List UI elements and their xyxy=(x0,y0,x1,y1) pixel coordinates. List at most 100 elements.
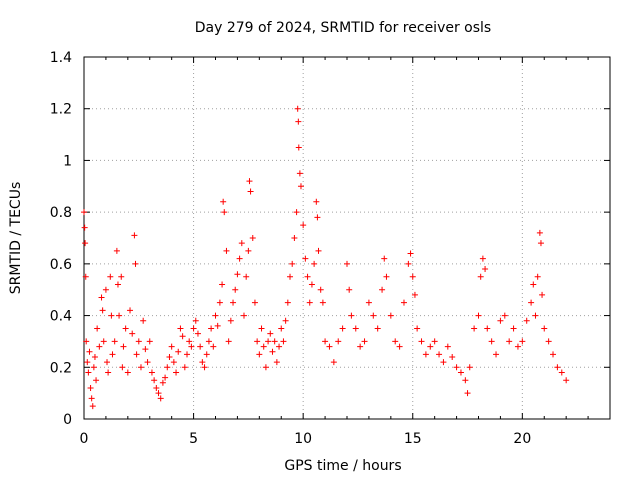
data-point xyxy=(296,170,303,177)
data-point xyxy=(168,343,175,350)
data-point xyxy=(357,343,364,350)
data-point xyxy=(297,183,304,190)
data-point xyxy=(127,307,134,314)
data-point xyxy=(96,343,103,350)
data-point xyxy=(497,317,504,324)
data-point xyxy=(197,343,204,350)
data-point xyxy=(85,369,92,376)
data-point xyxy=(530,281,537,288)
data-point xyxy=(135,338,142,345)
data-point xyxy=(88,395,95,402)
data-point xyxy=(99,307,106,314)
data-point xyxy=(170,359,177,366)
data-point xyxy=(427,343,434,350)
data-point xyxy=(133,351,140,358)
data-point xyxy=(238,240,245,247)
data-point xyxy=(539,291,546,298)
data-point xyxy=(93,377,100,384)
data-point xyxy=(293,209,300,216)
data-point xyxy=(563,377,570,384)
data-point xyxy=(247,188,254,195)
data-point xyxy=(225,338,232,345)
y-tick-label: 1.4 xyxy=(50,50,72,66)
data-point xyxy=(308,281,315,288)
x-tick-label: 10 xyxy=(294,431,312,447)
data-point xyxy=(151,377,158,384)
data-point xyxy=(545,338,552,345)
data-point xyxy=(339,325,346,332)
data-point xyxy=(120,343,127,350)
data-point xyxy=(208,325,215,332)
data-point xyxy=(537,240,544,247)
data-point xyxy=(319,299,326,306)
data-point xyxy=(409,273,416,280)
data-point xyxy=(273,359,280,366)
data-point xyxy=(201,364,208,371)
data-point xyxy=(484,325,491,332)
data-point xyxy=(212,312,219,319)
data-point xyxy=(89,403,96,410)
data-point xyxy=(223,247,230,254)
y-tick-label: 1 xyxy=(63,153,72,169)
data-point xyxy=(246,178,253,185)
data-point xyxy=(83,338,90,345)
data-point xyxy=(289,260,296,267)
data-point xyxy=(510,325,517,332)
data-point xyxy=(534,273,541,280)
data-point xyxy=(132,260,139,267)
data-point xyxy=(243,273,250,280)
data-point xyxy=(317,286,324,293)
data-point xyxy=(523,317,530,324)
data-point xyxy=(344,260,350,267)
data-point xyxy=(116,312,123,319)
data-point xyxy=(422,351,429,358)
data-point xyxy=(392,338,399,345)
data-point xyxy=(108,312,115,319)
data-point xyxy=(280,338,287,345)
data-point xyxy=(140,317,147,324)
data-point xyxy=(107,273,114,280)
data-point xyxy=(514,343,521,350)
data-point xyxy=(381,255,388,262)
data-point xyxy=(137,364,144,371)
data-point xyxy=(304,273,311,280)
data-point xyxy=(506,338,513,345)
data-point xyxy=(129,330,136,337)
data-point xyxy=(449,353,456,360)
axis-ticks: 0 0.2 0.4 0.6 0.8 1 1.2 1.4 0 5 10 15 20 xyxy=(50,50,610,447)
data-point xyxy=(519,338,526,345)
data-point xyxy=(87,384,94,391)
data-point xyxy=(287,273,294,280)
data-point xyxy=(90,364,97,371)
y-tick-label: 0.8 xyxy=(50,205,72,221)
data-point xyxy=(335,338,342,345)
data-point xyxy=(254,338,261,345)
data-point xyxy=(346,286,353,293)
data-point xyxy=(379,286,386,293)
data-point xyxy=(100,338,107,345)
data-point xyxy=(269,348,276,355)
data-point xyxy=(194,330,201,337)
data-point xyxy=(541,325,548,332)
data-point xyxy=(311,260,318,267)
data-point xyxy=(400,299,407,306)
data-point xyxy=(271,338,278,345)
data-point xyxy=(352,325,359,332)
data-point xyxy=(278,325,285,332)
data-point xyxy=(302,255,309,262)
data-point xyxy=(330,359,337,366)
data-point xyxy=(440,359,447,366)
data-point xyxy=(291,235,298,241)
data-point xyxy=(295,144,302,151)
data-point xyxy=(146,338,153,345)
data-point xyxy=(173,369,180,376)
data-point xyxy=(221,209,228,216)
data-point xyxy=(82,273,89,280)
data-point xyxy=(210,343,217,350)
data-point xyxy=(153,384,160,391)
data-point xyxy=(462,377,469,384)
data-point xyxy=(109,351,116,358)
data-point xyxy=(91,353,98,360)
data-point xyxy=(251,299,258,306)
